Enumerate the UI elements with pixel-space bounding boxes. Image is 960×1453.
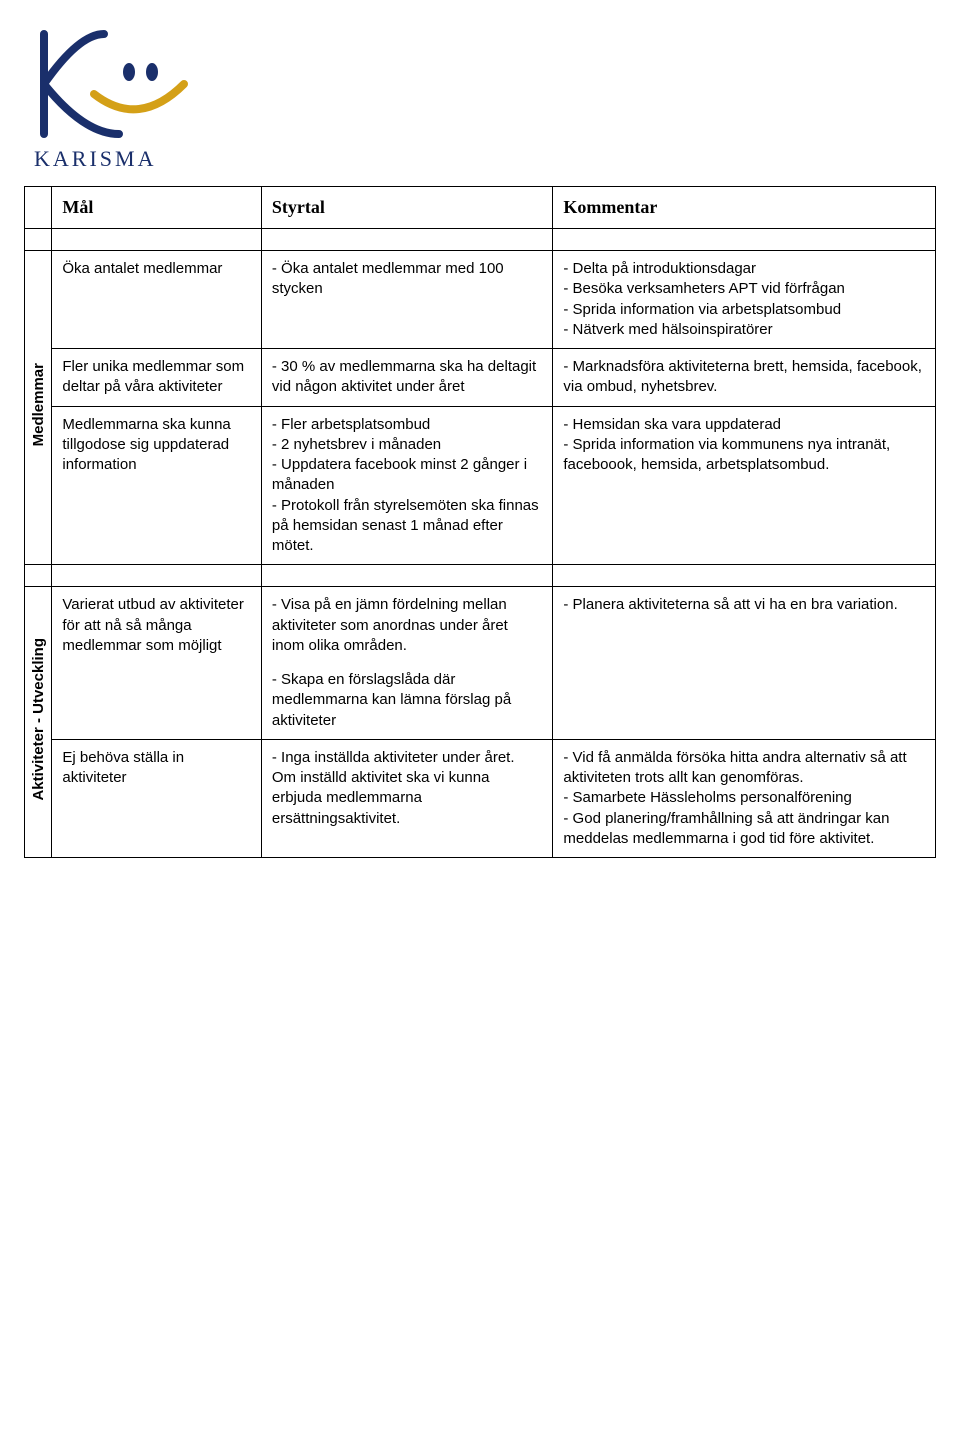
header-styrtal: Styrtal (261, 187, 553, 229)
cell-mal: Varierat utbud av aktiviteter för att nå… (52, 587, 262, 740)
table-row: Medlemmar Öka antalet medlemmar - Öka an… (25, 251, 936, 349)
goals-table: Mål Styrtal Kommentar Medlemmar Öka anta… (24, 186, 936, 858)
table-row: Fler unika medlemmar som deltar på våra … (25, 349, 936, 407)
cell-mal: Öka antalet medlemmar (52, 251, 262, 349)
cell-mal: Fler unika medlemmar som deltar på våra … (52, 349, 262, 407)
table-row: Medlemmarna ska kunna tillgodose sig upp… (25, 406, 936, 565)
cell-kommentar: - Delta på introduktionsdagar- Besöka ve… (553, 251, 936, 349)
cell-kommentar: - Marknadsföra aktiviteterna brett, hems… (553, 349, 936, 407)
logo: KARISMA (24, 24, 936, 174)
cell-kommentar: - Vid få anmälda försöka hitta andra alt… (553, 739, 936, 857)
cell-kommentar: - Hemsidan ska vara uppdaterad- Sprida i… (553, 406, 936, 565)
cell-mal: Medlemmarna ska kunna tillgodose sig upp… (52, 406, 262, 565)
table-header-row: Mål Styrtal Kommentar (25, 187, 936, 229)
cell-styrtal: - Visa på en jämn fördelning mellan akti… (261, 587, 553, 740)
logo-text: KARISMA (34, 146, 156, 171)
section-label-medlemmar: Medlemmar (25, 251, 52, 565)
cell-styrtal: - 30 % av medlemmarna ska ha deltagit vi… (261, 349, 553, 407)
cell-mal: Ej behöva ställa in aktiviteter (52, 739, 262, 857)
spacer-row (25, 565, 936, 587)
section-label-aktiviteter: Aktiviteter - Utveckling (25, 587, 52, 858)
header-kommentar: Kommentar (553, 187, 936, 229)
header-blank (25, 187, 52, 229)
cell-styrtal: - Inga inställda aktiviteter under året.… (261, 739, 553, 857)
table-row: Ej behöva ställa in aktiviteter - Inga i… (25, 739, 936, 857)
table-row: Aktiviteter - Utveckling Varierat utbud … (25, 587, 936, 740)
cell-styrtal: - Öka antalet medlemmar med 100 stycken (261, 251, 553, 349)
header-mal: Mål (52, 187, 262, 229)
cell-styrtal: - Fler arbetsplatsombud- 2 nyhetsbrev i … (261, 406, 553, 565)
spacer-row (25, 229, 936, 251)
cell-kommentar: - Planera aktiviteterna så att vi ha en … (553, 587, 936, 740)
